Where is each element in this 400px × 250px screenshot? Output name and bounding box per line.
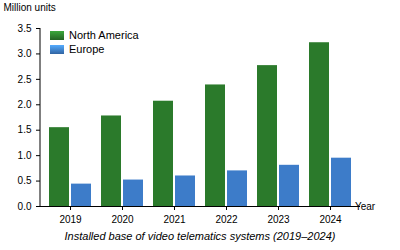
svg-text:2024: 2024 (319, 214, 342, 225)
html-text:North America: North America (69, 29, 139, 41)
svg-text:1.5: 1.5 (18, 124, 32, 135)
svg-text:0.5: 0.5 (18, 175, 32, 186)
html-text:Installed base of video telema: Installed base of video telematics syste… (64, 230, 336, 242)
svg-text:2020: 2020 (111, 214, 134, 225)
svg-text:2021: 2021 (163, 214, 186, 225)
svg-text:3.5: 3.5 (18, 23, 32, 34)
svg-text:2.5: 2.5 (18, 74, 32, 85)
svg-text:Year: Year (355, 201, 376, 212)
svg-text:2022: 2022 (215, 214, 238, 225)
svg-text:Million units: Million units (4, 2, 56, 13)
html-text:Europe: Europe (69, 43, 105, 55)
svg-text:1.0: 1.0 (18, 150, 32, 161)
svg-text:3.0: 3.0 (18, 48, 32, 59)
svg-text:2023: 2023 (267, 214, 290, 225)
svg-text:0.0: 0.0 (18, 201, 32, 212)
svg-text:2019: 2019 (59, 214, 82, 225)
svg-text:2.0: 2.0 (18, 99, 32, 110)
